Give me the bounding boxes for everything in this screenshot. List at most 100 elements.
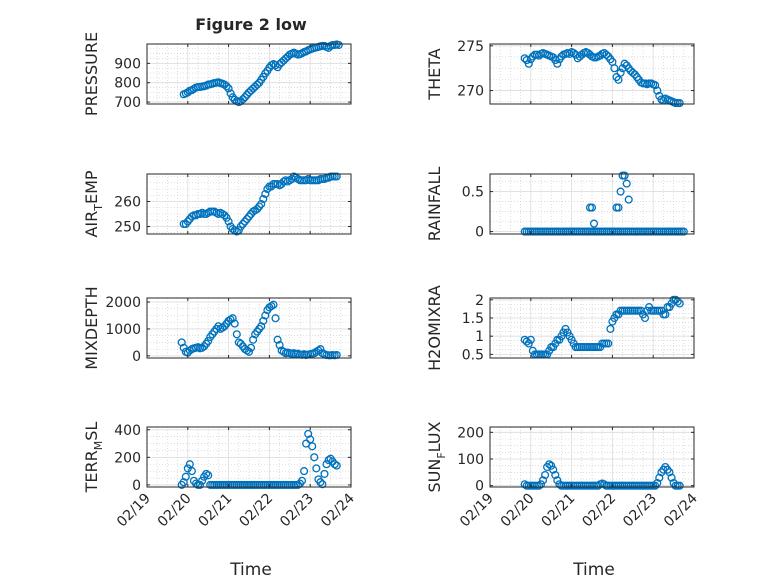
data-point [300, 467, 309, 476]
y-tick-label: 0 [132, 478, 141, 494]
data-point [204, 336, 213, 346]
axes-box [489, 426, 695, 488]
data-point [534, 481, 544, 490]
data-point [316, 345, 325, 354]
data-point [675, 99, 684, 108]
data-point [187, 467, 196, 476]
y-tick-label: 400 [114, 423, 141, 439]
data-point [297, 476, 307, 485]
data-point [538, 476, 548, 485]
data-point [236, 222, 245, 231]
y-axis-label: MIXDEPTH [82, 286, 101, 369]
y-tick-label: 2 [475, 293, 484, 309]
ylabel-part: LUX [425, 421, 444, 452]
y-tick-label: 200 [457, 425, 484, 441]
data-point [624, 195, 633, 204]
data-point [587, 203, 597, 212]
series-markers [520, 460, 684, 490]
y-axis-label: THETA [425, 48, 444, 100]
data-point [224, 84, 233, 93]
data-point [198, 343, 207, 352]
y-tick-label: 260 [114, 195, 141, 211]
data-point [204, 471, 213, 480]
y-tick-label: 0.5 [462, 347, 484, 363]
data-point [304, 429, 313, 438]
y-tick-label: 800 [114, 76, 141, 92]
data-point [616, 187, 625, 196]
data-point [195, 480, 205, 489]
y-tick-label: 100 [457, 452, 484, 468]
axes-air_temp: 250 260 AIRTEMP [82, 170, 352, 238]
data-point [218, 323, 227, 332]
data-point [551, 470, 560, 480]
axes-rainfall: 0 0.5 RAINFALL [425, 167, 695, 242]
axes-box [489, 43, 695, 105]
data-point [614, 203, 623, 212]
ylabel-part: TERR [82, 450, 101, 493]
data-point [234, 338, 243, 347]
y-axis-label: H2OMIXRA [425, 285, 444, 371]
data-point [541, 470, 550, 480]
y-tick-label: 900 [114, 56, 141, 72]
data-point [332, 172, 341, 181]
data-point [553, 59, 562, 68]
data-point [653, 478, 662, 488]
data-point [242, 90, 252, 99]
data-point [320, 469, 329, 478]
data-point [602, 50, 611, 59]
data-point [183, 217, 192, 226]
y-tick-label: 250 [114, 220, 141, 236]
data-point [244, 347, 254, 356]
data-point [253, 80, 262, 89]
data-point [316, 478, 325, 487]
data-point [614, 75, 623, 84]
data-point [267, 302, 276, 311]
y-tick-label: 1000 [105, 322, 141, 338]
data-point [240, 217, 249, 226]
data-point [549, 465, 558, 474]
y-axis-label: TERRMSL [82, 422, 105, 494]
data-point [177, 338, 186, 347]
data-point [238, 219, 247, 229]
data-point [257, 199, 266, 209]
data-point [536, 480, 546, 489]
data-point [679, 227, 688, 236]
data-point [263, 184, 272, 194]
data-point [675, 481, 684, 490]
data-point [222, 82, 231, 91]
axes-box [146, 297, 352, 359]
data-point [569, 48, 578, 58]
data-point [545, 460, 554, 469]
data-point [255, 202, 264, 211]
data-point [589, 219, 599, 228]
y-axis-label: AIRTEMP [82, 170, 105, 237]
axes-h2omixra: 0.5 1 1.5 2 H2OMIXRA [425, 285, 695, 371]
data-point [653, 86, 662, 95]
data-point [610, 64, 619, 73]
data-point [547, 461, 556, 470]
data-point [324, 456, 333, 465]
data-point [522, 337, 531, 346]
data-point [289, 172, 298, 181]
y-tick-label: 1 [475, 329, 484, 345]
data-point [232, 330, 241, 339]
data-point [308, 442, 317, 451]
data-point [261, 311, 270, 320]
ylabel-part: SUN [425, 459, 444, 493]
series-markers [520, 295, 684, 359]
data-point [332, 461, 341, 470]
data-point [261, 189, 270, 199]
data-point [655, 473, 664, 482]
y-axis-label: RAINFALL [425, 167, 444, 242]
ylabel-subscript: F [435, 452, 448, 458]
data-point [220, 211, 229, 220]
data-point [553, 476, 562, 485]
data-point [314, 346, 323, 355]
data-point [202, 469, 211, 478]
data-point [240, 93, 249, 102]
data-point [526, 335, 535, 344]
data-point [616, 68, 625, 77]
ylabel-part: AIR [82, 211, 101, 238]
data-point [620, 59, 629, 68]
x-axis-label-right: Time [572, 560, 615, 580]
